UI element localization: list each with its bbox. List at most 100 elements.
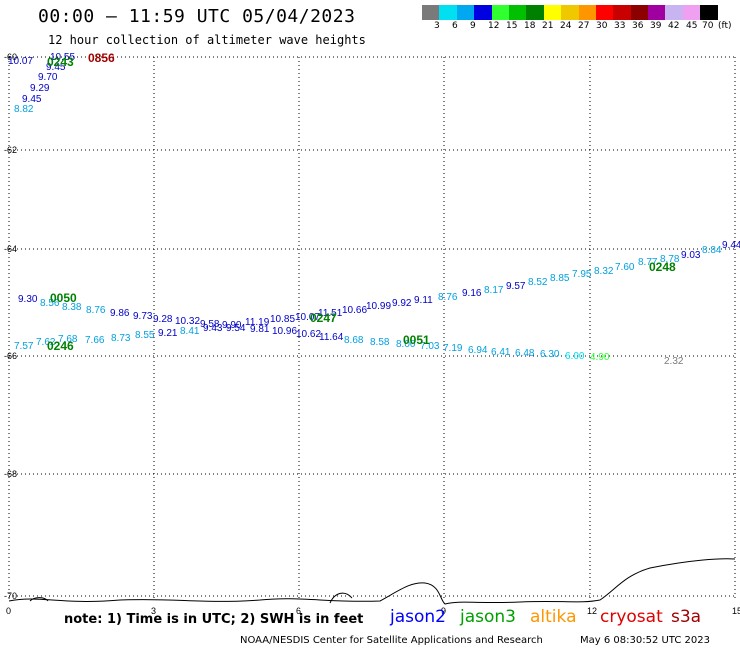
swh-value: 8.41 [180,326,200,337]
swh-value: 10.07 [295,312,320,323]
legend-label: 30 [596,21,608,31]
page-title: 00:00 – 11:59 UTC 05/04/2023 [38,6,356,27]
legend-swatch [630,5,649,20]
swh-value: 9.92 [392,298,412,309]
swh-value: 6.94 [468,345,488,356]
swh-value: 9.43 [203,323,223,334]
legend-swatch [595,5,614,20]
lat-axis-label: -66 [4,351,17,361]
legend-label: 45 [686,21,698,31]
swh-value: 6.00 [565,351,585,362]
swh-value: 11.64 [319,332,344,343]
pass-time-label: 0051 [403,333,430,347]
legend-swatch [439,5,457,20]
swh-value: 2.32 [664,356,684,367]
swh-value: 8.85 [550,273,570,284]
lon-axis-label: 15 [732,606,740,616]
legend-swatch [700,5,718,20]
swh-value: 10.66 [342,305,367,316]
lat-axis-label: -60 [4,52,17,62]
swh-value: 7.68 [58,334,78,345]
pass-time-label: 0856 [88,51,115,65]
page-subtitle: 12 hour collection of altimeter wave hei… [48,33,366,47]
lat-axis-label: -62 [4,145,17,155]
lon-axis-label: 6 [296,606,301,616]
lat-axis-label: -68 [4,469,17,479]
swh-value: 6.41 [491,347,511,358]
swh-value: 8.76 [86,305,106,316]
swh-value: 9.81 [250,324,270,335]
swh-value: 9.70 [38,72,58,83]
swh-value: 10.07 [8,56,33,67]
satellite-name: cryosat [600,607,663,627]
coastline-south [8,558,736,605]
swh-value: 8.68 [344,335,364,346]
legend-label: 24 [560,21,572,31]
swh-value: 9.90 [222,320,242,331]
swh-value: 9.03 [681,250,701,261]
legend-swatch [508,5,527,20]
satellite-name: jason3 [460,607,516,627]
swh-value: 9.86 [110,308,130,319]
legend-label: 18 [524,21,536,31]
swh-value: 8.32 [594,266,614,277]
swh-value: 9.29 [30,83,50,94]
axis-labels: -60 -62 -64 -66 -68 -70 0 3 6 9 12 15 [4,52,740,616]
legend-label: 9 [470,21,476,31]
swh-value: 9.54 [226,323,246,334]
swh-value: 9.57 [506,281,526,292]
coastline [8,558,736,605]
pass-time-label: 0248 [649,260,676,274]
swh-value: 8.78 [660,254,680,265]
legend-label: 21 [542,21,554,31]
swh-value: 9.44 [722,240,740,251]
lon-axis-label: 0 [6,606,11,616]
generated-timestamp: May 6 08:30:52 UTC 2023 [580,635,710,646]
legend-label: 39 [650,21,662,31]
legend-swatch [456,5,475,20]
swh-value: 7.66 [85,335,105,346]
swh-value: 9.73 [133,311,153,322]
satellite-name: s3a [671,607,702,627]
legend-swatch [578,5,596,20]
legend-swatch [682,5,701,20]
legend-label: 15 [506,21,518,31]
legend-swatch [474,5,492,20]
legend-label: 33 [614,21,626,31]
legend-swatch [422,5,440,20]
legend-label: (ft) [718,21,732,31]
lat-axis-label: -64 [4,244,17,254]
swh-value: 8.38 [62,302,82,313]
swh-value: 10.99 [366,301,391,312]
swh-value: 7.62 [36,337,56,348]
legend-label: 3 [434,21,440,31]
legend-swatch [665,5,683,20]
swh-value: 9.58 [200,319,220,330]
swh-value: 4.90 [590,352,610,363]
swh-value: 10.62 [296,329,321,340]
pass-time-label: 0243 [47,55,74,69]
legend-label: 27 [578,21,590,31]
swh-value: 8.76 [438,292,458,303]
legend-label: 36 [632,21,644,31]
legend-label: 12 [488,21,500,31]
swh-value: 9.16 [462,288,482,299]
swh-value: 10.96 [272,326,297,337]
swh-value: 8.55 [135,330,155,341]
swh-value: 6.30 [540,349,560,360]
swh-value: 8.84 [702,245,722,256]
swh-value: 10.55 [50,52,75,63]
map-grid [8,56,736,600]
pass-time-label: 0247 [310,311,337,325]
swh-value: 11.51 [318,308,343,319]
legend-swatch [613,5,631,20]
swh-value: 9.11 [414,295,433,306]
swh-value: 9.45 [46,62,66,73]
lon-axis-label: 12 [587,606,597,616]
swh-value: 7.95 [572,269,592,280]
credit-text: NOAA/NESDIS Center for Satellite Applica… [240,635,543,646]
legend-label: 42 [668,21,680,31]
swh-value: 7.60 [615,262,635,273]
swh-value: 7.19 [443,343,463,354]
